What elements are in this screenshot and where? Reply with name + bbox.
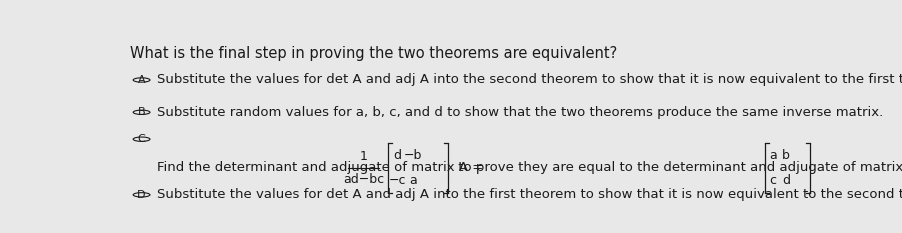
- Text: What is the final step in proving the two theorems are equivalent?: What is the final step in proving the tw…: [130, 46, 617, 61]
- Text: A: A: [138, 75, 145, 85]
- Text: ad−bc: ad−bc: [343, 173, 383, 186]
- Text: −c: −c: [388, 174, 405, 187]
- Text: a: a: [409, 174, 417, 187]
- Text: Substitute random values for a, b, c, and d to show that the two theorems produc: Substitute random values for a, b, c, an…: [157, 106, 882, 119]
- Text: Substitute the values for det A and adj A into the second theorem to show that i: Substitute the values for det A and adj …: [157, 73, 902, 86]
- Text: Substitute the values for det A and adj A into the first theorem to show that it: Substitute the values for det A and adj …: [157, 188, 902, 201]
- Text: B: B: [138, 107, 145, 117]
- Text: a: a: [769, 149, 776, 162]
- Text: c: c: [769, 174, 776, 187]
- Text: D: D: [137, 190, 145, 200]
- Text: b: b: [781, 149, 789, 162]
- Text: d: d: [392, 149, 400, 162]
- Text: to prove they are equal to the determinant and adjugate of matrix A =: to prove they are equal to the determina…: [453, 161, 902, 174]
- Text: 1: 1: [359, 150, 367, 163]
- Text: −b: −b: [403, 149, 422, 162]
- Text: Find the determinant and adjugate of matrix A =: Find the determinant and adjugate of mat…: [157, 161, 487, 174]
- Text: d: d: [781, 174, 789, 187]
- Text: C: C: [137, 134, 145, 144]
